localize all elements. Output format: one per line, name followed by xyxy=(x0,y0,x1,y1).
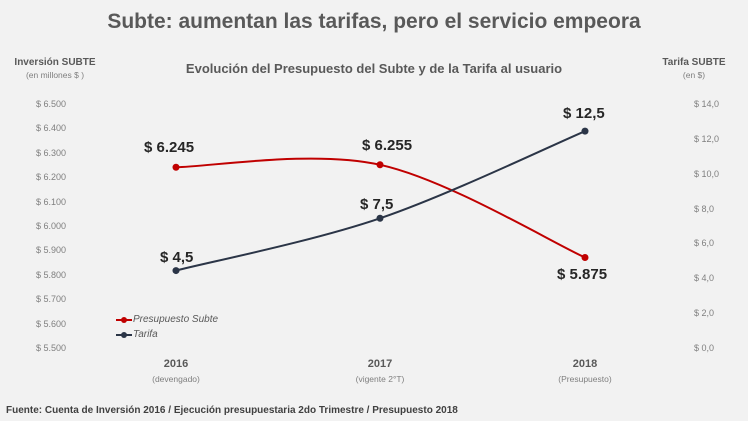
data-point xyxy=(581,127,589,135)
legend-marker xyxy=(121,332,127,338)
right-tick-label: $ 2,0 xyxy=(694,308,715,319)
left-tick-label: $ 6.200 xyxy=(36,172,67,183)
left-tick-label: $ 6.300 xyxy=(36,147,67,158)
left-tick-label: $ 5.700 xyxy=(36,294,67,305)
category-label: 2017 xyxy=(367,358,393,370)
data-label: $ 12,5 xyxy=(563,105,605,123)
data-label: $ 7,5 xyxy=(360,196,394,214)
left-axis-label: Inversión SUBTE xyxy=(14,57,96,68)
right-axis-unit: (en $) xyxy=(682,70,706,80)
right-tick-label: $ 0,0 xyxy=(694,343,715,353)
right-tick-label: $ 12,0 xyxy=(694,133,720,144)
right-tick-label: $ 10,0 xyxy=(694,168,720,179)
left-tick-label: $ 5.600 xyxy=(36,318,67,329)
data-point xyxy=(172,267,180,275)
data-point xyxy=(376,214,384,222)
right-tick-label: $ 14,0 xyxy=(694,99,720,109)
category-label: 2018 xyxy=(572,358,598,370)
legend-entry: Presupuesto Subte xyxy=(133,314,219,325)
category-label: 2016 xyxy=(163,358,189,370)
right-tick-label: $ 6,0 xyxy=(694,238,715,249)
right-tick-label: $ 4,0 xyxy=(694,273,715,284)
data-point xyxy=(172,163,180,171)
right-axis-label: Tarifa SUBTE xyxy=(662,57,726,68)
chart-title: Subte: aumentan las tarifas, pero el ser… xyxy=(107,10,641,33)
left-tick-label: $ 5.800 xyxy=(36,269,67,280)
left-tick-label: $ 6.100 xyxy=(36,196,67,207)
data-label: $ 4,5 xyxy=(160,248,194,266)
legend-marker xyxy=(121,317,127,323)
left-tick-label: $ 6.400 xyxy=(36,123,67,134)
right-tick-label: $ 8,0 xyxy=(694,203,715,214)
data-label: $ 6.255 xyxy=(362,136,413,154)
category-note: (devengado) xyxy=(152,374,200,384)
legend-entry: Tarifa xyxy=(133,329,158,340)
category-note: (vigente 2°T) xyxy=(355,374,405,384)
left-tick-label: $ 5.500 xyxy=(36,343,67,353)
category-note: (Presupuesto) xyxy=(558,374,612,384)
chart-subtitle: Evolución del Presupuesto del Subte y de… xyxy=(185,61,563,76)
data-label: $ 6.245 xyxy=(144,139,195,157)
data-label: $ 5.875 xyxy=(557,265,608,283)
left-axis-unit: (en millones $ ) xyxy=(25,70,85,80)
left-tick-label: $ 6.000 xyxy=(36,221,67,231)
data-point xyxy=(581,254,589,261)
data-point xyxy=(376,161,384,169)
source-note: Fuente: Cuenta de Inversión 2016 / Ejecu… xyxy=(6,405,458,416)
left-tick-label: $ 5.900 xyxy=(36,245,67,256)
left-tick-label: $ 6.500 xyxy=(36,99,67,109)
